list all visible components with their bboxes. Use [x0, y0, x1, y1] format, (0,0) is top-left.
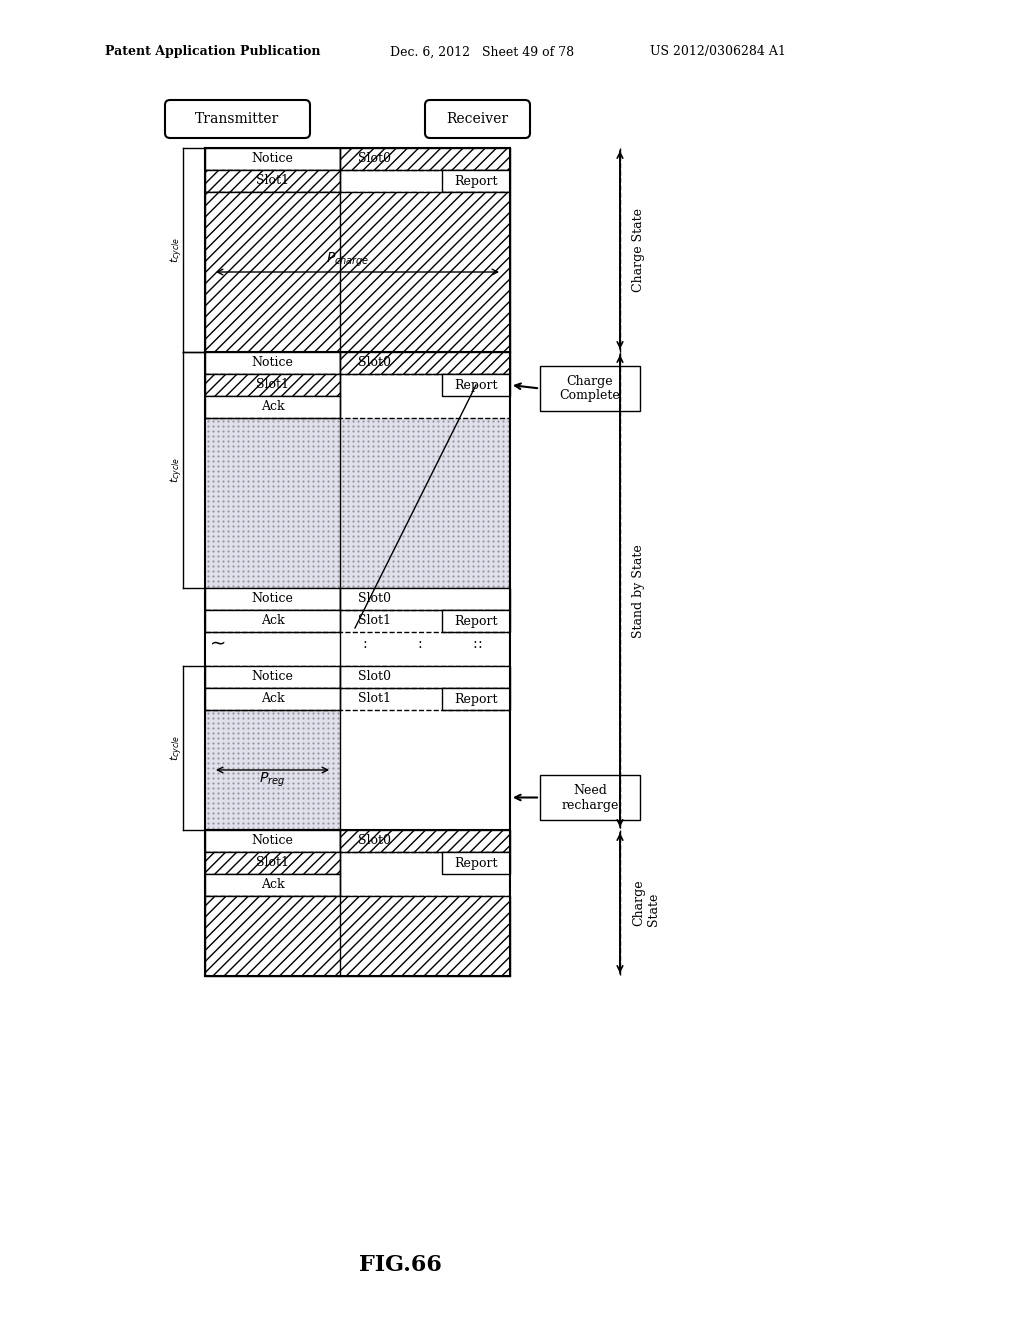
Text: US 2012/0306284 A1: US 2012/0306284 A1	[650, 45, 785, 58]
Text: :: :	[473, 638, 477, 651]
Bar	[340, 830, 510, 851]
Text: ∼: ∼	[210, 635, 226, 653]
Text: Slot1: Slot1	[358, 615, 391, 627]
Text: Report: Report	[455, 615, 498, 627]
Bar	[205, 418, 510, 587]
Bar	[205, 851, 340, 874]
Text: Ack: Ack	[261, 400, 285, 413]
Text: Ack: Ack	[261, 693, 285, 705]
Text: Ack: Ack	[261, 615, 285, 627]
Text: Transmitter: Transmitter	[195, 112, 280, 125]
Bar	[205, 830, 340, 851]
Text: Slot0: Slot0	[358, 356, 391, 370]
Bar	[442, 610, 510, 632]
Bar	[205, 667, 340, 688]
Text: Slot0: Slot0	[358, 593, 391, 606]
Text: Stand by State: Stand by State	[632, 544, 645, 638]
Bar	[340, 667, 510, 688]
Bar	[442, 374, 510, 396]
Text: FIG.66: FIG.66	[358, 1254, 441, 1276]
Bar	[205, 148, 340, 170]
Text: $t_{cycle}$: $t_{cycle}$	[169, 238, 185, 263]
Bar	[540, 775, 640, 820]
Text: :: :	[477, 638, 482, 651]
Text: Need
recharge: Need recharge	[561, 784, 618, 812]
Text: Notice: Notice	[252, 834, 294, 847]
Bar	[540, 366, 640, 411]
Bar	[340, 587, 510, 610]
Text: Charge
Complete: Charge Complete	[560, 375, 621, 403]
Text: Charge
State: Charge State	[632, 879, 660, 927]
Text: Report: Report	[455, 174, 498, 187]
Bar	[340, 148, 510, 170]
Bar	[205, 191, 510, 352]
Text: Slot1: Slot1	[256, 174, 289, 187]
Text: Report: Report	[455, 857, 498, 870]
Bar	[205, 896, 510, 975]
Text: Slot1: Slot1	[256, 379, 289, 392]
Text: :: :	[418, 638, 422, 651]
Bar	[205, 352, 340, 374]
Text: :: :	[362, 638, 368, 651]
Text: Receiver: Receiver	[445, 112, 508, 125]
FancyBboxPatch shape	[425, 100, 530, 139]
Text: $P_{charge}$: $P_{charge}$	[326, 251, 370, 269]
Text: Slot1: Slot1	[256, 857, 289, 870]
Text: Patent Application Publication: Patent Application Publication	[105, 45, 321, 58]
Text: Notice: Notice	[252, 593, 294, 606]
Text: Ack: Ack	[261, 879, 285, 891]
Bar	[205, 587, 340, 610]
Text: Slot0: Slot0	[358, 834, 391, 847]
Bar	[442, 688, 510, 710]
Text: $P_{reg}$: $P_{reg}$	[259, 771, 286, 789]
Bar	[205, 170, 340, 191]
Text: Dec. 6, 2012   Sheet 49 of 78: Dec. 6, 2012 Sheet 49 of 78	[390, 45, 574, 58]
Bar	[442, 170, 510, 191]
Text: Notice: Notice	[252, 153, 294, 165]
Text: Slot0: Slot0	[358, 671, 391, 684]
Text: Notice: Notice	[252, 356, 294, 370]
Text: Report: Report	[455, 693, 498, 705]
Bar	[442, 851, 510, 874]
Text: $t_{cycle}$: $t_{cycle}$	[169, 457, 185, 483]
Text: Slot0: Slot0	[358, 153, 391, 165]
Text: Report: Report	[455, 379, 498, 392]
Text: $t_{cycle}$: $t_{cycle}$	[169, 735, 185, 762]
FancyBboxPatch shape	[165, 100, 310, 139]
Bar	[205, 374, 340, 396]
Bar	[205, 874, 340, 896]
Bar	[205, 710, 340, 830]
Bar	[340, 352, 510, 374]
Bar	[205, 688, 340, 710]
Text: Slot1: Slot1	[358, 693, 391, 705]
Bar	[205, 396, 340, 418]
Bar	[205, 610, 340, 632]
Text: Charge State: Charge State	[632, 209, 645, 292]
Text: Notice: Notice	[252, 671, 294, 684]
